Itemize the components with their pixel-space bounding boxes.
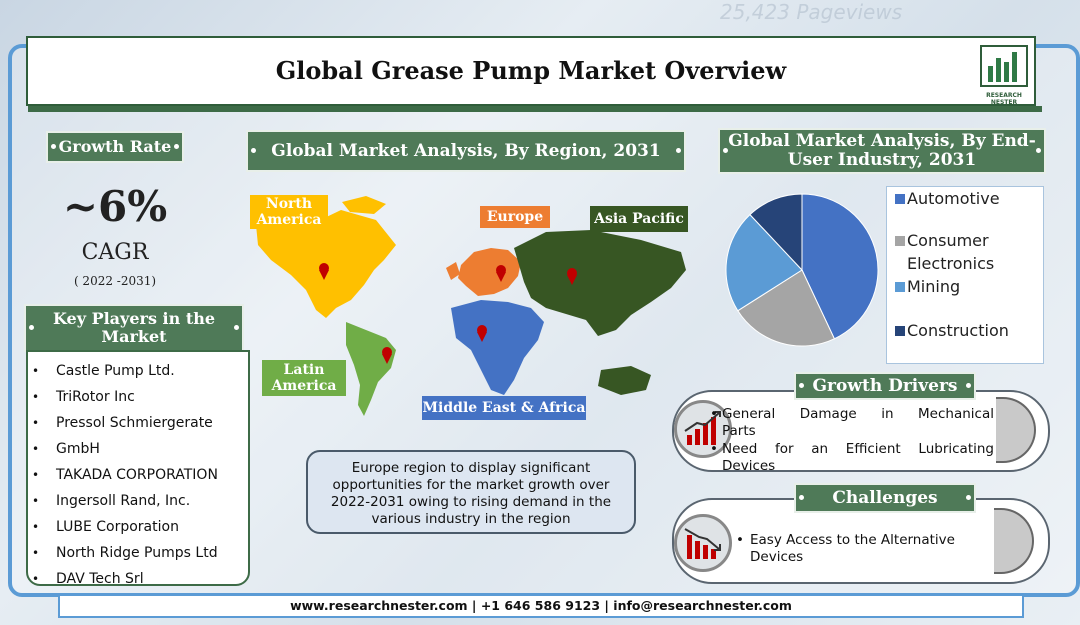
region-note-text: Europe region to display significant opp… [330,460,612,527]
legend-label: Mining [907,277,961,296]
region-label-asia-pacific: Asia Pacific [590,206,688,232]
region-label-text: Middle East & Africa [422,400,586,416]
map-latin-america [346,322,396,416]
footer-text: www.researchnester.com | +1 646 586 9123… [290,598,792,613]
cagr-years: ( 2022 -2031) [73,274,157,288]
key-players-list: Castle Pump Ltd. TriRotor Inc Pressol Sc… [28,352,248,592]
region-label-latin-america: Latin America [262,360,346,396]
growth-drivers-label: Growth Drivers [794,372,976,400]
pie-legend: Automotive Consumer Electronics Mining C… [886,186,1044,364]
legend-item-mining: Mining [895,275,961,298]
background-decoration: 25,423 Pageviews [720,0,903,24]
challenges-icon-circle [674,514,732,572]
growth-drivers-icon-circle [674,400,732,458]
map-asia-pacific [514,230,686,336]
list-item: Castle Pump Ltd. [28,358,248,384]
enduser-pie-chart [725,193,879,347]
list-item: LUBE Corporation [28,514,248,540]
driver-item-text: Need for an Efficient Lubricating Device… [722,441,994,474]
list-item: Pressol Schmiergerate [28,410,248,436]
growth-value: ~6% [62,182,168,231]
driver-item: • General Damage in Mechanical Parts [710,406,994,439]
logo-text: RESEARCH NESTER [986,92,1022,106]
growth-rate-label: Growth Rate [46,131,184,163]
legend-item-consumer-electronics: Consumer Electronics [895,229,1037,275]
region-label-mea: Middle East & Africa [422,396,586,420]
pie-slice-construction [749,193,803,272]
pie-slice-mining [725,213,803,312]
logo: RESEARCH NESTER [978,44,1030,106]
map-pin-icon [382,347,392,364]
driver-item: • Need for an Efficient Lubricating Devi… [710,441,994,474]
challenge-item: • Easy Access to the Alternative Devices [736,532,955,565]
region-label-text: North America [256,196,322,228]
list-item: Ingersoll Rand, Inc. [28,488,248,514]
list-item: DAV Tech Srl [28,566,248,592]
challenges-title: Challenges [832,488,938,508]
legend-label: Consumer Electronics [907,231,995,273]
region-label-north-america: North America [250,195,328,229]
page-title: Global Grease Pump Market Overview [275,56,787,85]
key-players-box: Castle Pump Ltd. TriRotor Inc Pressol Sc… [26,350,250,592]
key-players-title: Key Players in the Market [52,309,216,346]
key-players-label: Key Players in the Market [24,304,244,352]
list-item: TriRotor Inc [28,384,248,410]
region-label-text: Latin America [271,362,337,394]
challenge-item-text: Easy Access to the Alternative Devices [750,532,955,565]
map-pin-icon [496,265,506,282]
legend-item-construction: Construction [895,319,1009,342]
enduser-analysis-title: Global Market Analysis, By End-User Indu… [728,131,1036,170]
list-item-continuation: GmbH [28,436,248,462]
legend-swatch [895,236,905,246]
title-box: Global Grease Pump Market Overview RESEA… [26,36,1042,112]
region-label-europe: Europe [480,206,550,228]
legend-item-automotive: Automotive [895,187,1000,210]
region-note-box: Europe region to display significant opp… [306,450,636,534]
falling-bar-chart-icon [684,528,721,559]
map-europe [458,248,521,296]
growth-rate-label-text: Growth Rate [58,137,172,156]
region-label-text: Asia Pacific [594,211,684,227]
pie-slice-automotive [801,193,879,340]
world-map [256,196,686,416]
region-analysis-label: Global Market Analysis, By Region, 2031 [246,130,686,172]
region-label-text: Europe [486,209,544,225]
challenges-label: Challenges [794,483,976,513]
legend-swatch [895,326,905,336]
logo-bars-icon [980,45,1028,87]
legend-label: Automotive [907,189,1000,208]
map-mea [451,300,544,395]
region-analysis-title: Global Market Analysis, By Region, 2031 [271,141,661,161]
growth-drivers-title: Growth Drivers [812,376,958,396]
list-item: North Ridge Pumps Ltd [28,540,248,566]
list-item: TAKADA CORPORATION [28,462,248,488]
map-pin-icon [319,263,329,280]
pie-slice-consumer-electronics [737,269,836,347]
legend-swatch [895,194,905,204]
rising-bar-chart-icon [684,411,721,445]
driver-item-text: General Damage in Mechanical Parts [722,406,994,439]
footer-contact: www.researchnester.com | +1 646 586 9123… [58,594,1024,618]
legend-label: Construction [907,321,1009,340]
map-pin-icon [567,268,577,285]
enduser-analysis-label: Global Market Analysis, By End-User Indu… [718,128,1046,174]
legend-swatch [895,282,905,292]
map-pin-icon [477,325,487,342]
cagr-label: CAGR [81,240,149,265]
